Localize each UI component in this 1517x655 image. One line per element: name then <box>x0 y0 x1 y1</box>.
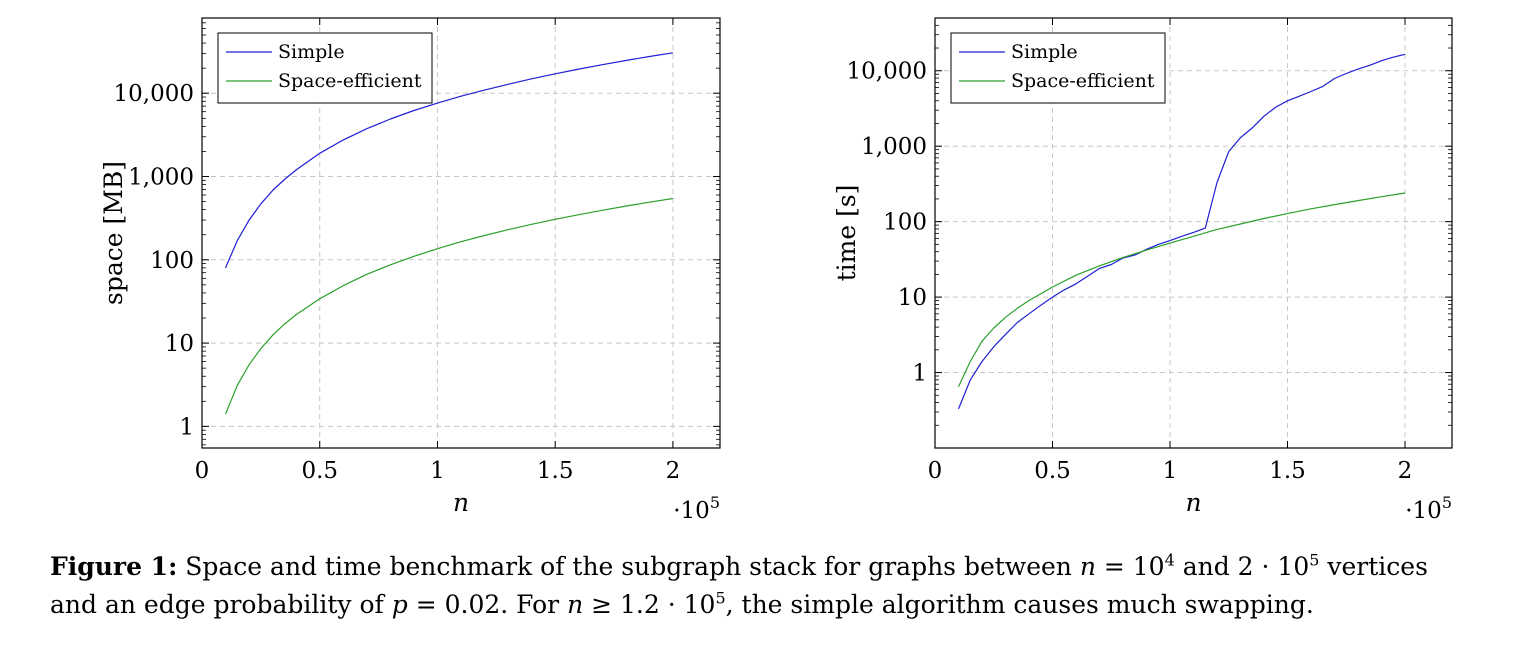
series-line-simple <box>957 53 1406 410</box>
legend-label: Space-efficient <box>278 70 422 92</box>
caption-line-1: Figure 1: Space and time benchmark of th… <box>50 548 1490 586</box>
x-scale-exponent: 5 <box>1442 493 1452 512</box>
y-tick-label: 100 <box>883 210 927 236</box>
caption-text-2b: , the simple algorithm causes much swapp… <box>725 590 1314 619</box>
caption-p-var: p <box>391 590 408 619</box>
caption-label: Figure 1: <box>50 552 178 581</box>
y-tick-label: 10,000 <box>847 59 927 85</box>
legend-label: Simple <box>1011 41 1078 63</box>
x-tick-label: 1.5 <box>1269 458 1306 484</box>
x-scale-multiplier: ·105 <box>1405 493 1452 524</box>
legend-box <box>950 32 1166 104</box>
y-tick-label: 100 <box>150 248 194 274</box>
series-line-space-efficient <box>224 197 673 415</box>
caption-and-2: and 2 · 10 <box>1174 552 1310 581</box>
y-tick-label: 10 <box>165 331 194 357</box>
legend-label: Simple <box>278 41 345 63</box>
x-tick-label: 0.5 <box>1034 458 1071 484</box>
x-scale-exponent: 5 <box>710 493 720 512</box>
caption-text-2a: and an edge probability of <box>50 590 392 619</box>
y-tick-label: 10,000 <box>114 81 194 107</box>
y-axis-title: space [MB] <box>99 161 128 305</box>
space-chart: 1 10 100 1,000 10,000 0 0.5 1 1.5 2 Simple Space-ef… <box>99 17 721 524</box>
x-scale-base: ·10 <box>673 498 710 524</box>
caption-line-2: and an edge probability of p = 0.02. For… <box>50 586 1490 624</box>
caption-text-1a: Space and time benchmark of the subgraph… <box>177 552 1080 581</box>
x-tick-label: 1.5 <box>537 458 574 484</box>
x-tick-label: 0.5 <box>301 458 338 484</box>
caption-eq: = 10 <box>1095 552 1165 581</box>
y-tick-label: 1 <box>912 361 927 387</box>
time-chart: 1 10 100 1,000 10,000 0 0.5 1 1.5 2 Simple Space-ef… <box>832 17 1453 524</box>
caption-exp-5b: 5 <box>715 588 726 608</box>
y-tick-label: 1,000 <box>861 134 927 160</box>
y-tick-label: 1 <box>179 414 194 440</box>
x-tick-label: 2 <box>666 458 681 484</box>
x-axis-title: n <box>453 488 469 517</box>
caption-n-var-2: n <box>567 590 584 619</box>
y-tick-label: 1,000 <box>128 165 194 191</box>
x-scale-base: ·10 <box>1405 498 1442 524</box>
caption-p-val: = 0.02. For <box>407 590 568 619</box>
x-tick-label: 0 <box>195 458 210 484</box>
x-tick-label: 0 <box>928 458 943 484</box>
series-line-simple <box>224 52 673 269</box>
figure-caption: Figure 1: Space and time benchmark of th… <box>50 548 1490 624</box>
caption-n-var: n <box>1079 552 1096 581</box>
x-tick-label: 1 <box>1163 458 1178 484</box>
legend-box <box>217 32 433 104</box>
plot-frame <box>934 17 1453 449</box>
y-axis-title: time [s] <box>832 185 861 282</box>
caption-text-1b: vertices <box>1319 552 1428 581</box>
x-axis-title: n <box>1185 488 1201 517</box>
caption-geq: ≥ 1.2 · 10 <box>583 590 716 619</box>
x-scale-multiplier: ·105 <box>673 493 720 524</box>
plot-frame <box>201 17 721 449</box>
caption-exp-5a: 5 <box>1309 550 1320 570</box>
y-tick-label: 10 <box>898 285 927 311</box>
caption-exp-4: 4 <box>1164 550 1175 570</box>
x-tick-label: 2 <box>1398 458 1413 484</box>
legend-label: Space-efficient <box>1011 70 1155 92</box>
x-tick-label: 1 <box>430 458 445 484</box>
series-line-space-efficient <box>957 192 1406 387</box>
